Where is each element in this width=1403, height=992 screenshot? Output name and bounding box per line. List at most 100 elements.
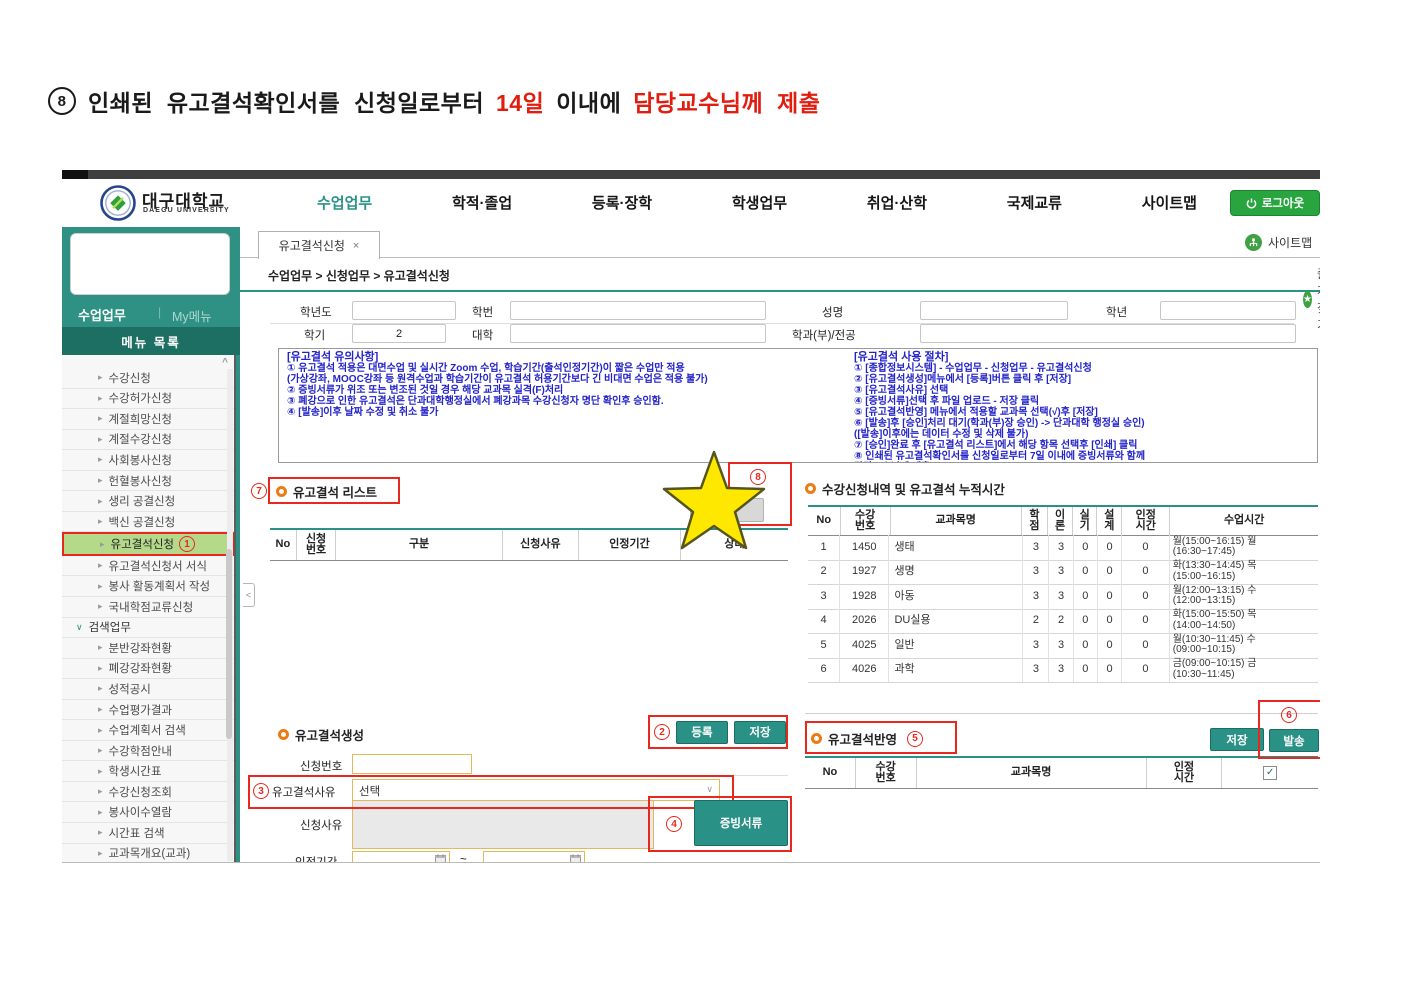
studentid-input[interactable] [510,301,766,320]
sidebar-item[interactable]: ▸ 수업계획서 검색 [62,720,234,741]
checkbox-checked[interactable]: ✓ [1263,766,1278,780]
college-input[interactable] [510,324,766,343]
reason-highlight [248,775,734,809]
create-section-title: 유고결석생성 [278,725,364,744]
name-label: 성명 [822,307,844,319]
sidebar-collapse-handle[interactable]: < [243,583,255,607]
sidebar-item[interactable]: ▸ 수강신청조회 [62,781,234,803]
chevron-down-icon: ∨ [706,784,713,794]
print-highlight: 8 [728,462,792,526]
arrow-icon: ▸ [98,601,103,612]
apply-section-title: 유고결석반영 5 [811,729,955,748]
sidebar-item[interactable]: ▸ 학생시간표 [62,761,234,782]
calendar-icon[interactable] [570,854,581,862]
column-header: 학 점 [1022,507,1049,535]
name-input[interactable] [920,301,1068,320]
sidebar-item[interactable]: ▸ 사회봉사신청 [62,450,234,471]
sidebar-item[interactable]: ▸ 봉사 활동계획서 작성 [62,576,234,598]
send-button[interactable]: 발송 [1269,729,1319,752]
sidebar-item[interactable]: ▸ 폐강강좌현황 [62,658,234,680]
attachment-button[interactable]: 증빙서류 [694,800,788,846]
favorite-button[interactable]: ★ 즐겨찾기 [1303,265,1320,333]
sidebar-item[interactable]: ▸ 헌혈봉사신청 [62,470,234,492]
request-no-input[interactable] [352,754,472,774]
logout-label: 로그아웃 [1261,198,1305,210]
bullet-icon [276,486,287,497]
grade-input[interactable] [1160,301,1296,320]
bullet-icon [278,729,289,740]
sidebar-tab-classwork[interactable]: 수업업무 [78,308,126,323]
arrow-icon: ▸ [98,662,103,673]
notice-caution: [유고결석 유의사항] ① 유고결석 적용은 대면수업 및 실시간 Zoom 수… [287,351,708,419]
sidebar-item[interactable]: ▸ 성적공시 [62,679,234,700]
sidebar-item[interactable]: ▸ 수강신청 [62,368,234,389]
sidebar-profile-card [70,233,230,295]
column-header: 인정기간 [579,530,682,560]
period-label: 인정기간 [295,857,338,863]
sidebar-item[interactable]: ▸ 봉사이수열람 [62,802,234,824]
sidebar-item[interactable]: ▸ 분반강좌현황 [62,638,234,659]
scroll-up-icon[interactable]: ^ [222,357,228,368]
sidebar-item[interactable]: ▸ 백신 공결신청 [62,511,234,533]
enroll-row: 5 4025 일반 3 3 0 0 0 월(10:30~11:45) 수(09:00~10:15… [808,633,1318,659]
column-header: No [808,507,841,535]
tab-absence-apply[interactable]: 유고결석신청 × [258,231,380,259]
register-save-highlight: 2 등록 저장 [648,715,788,749]
period-start-input[interactable] [352,851,450,862]
sidebar-item[interactable]: ▸ 교과목개요(교과) [62,843,234,862]
year-input[interactable] [352,301,456,320]
register-button[interactable]: 등록 [676,720,728,744]
main-nav: 수업업무 학적·졸업 등록·장학 학생업무 취업·산학 국제교류 사이트맵 [317,192,1197,213]
favorite-label: 즐겨찾기 [1317,265,1320,333]
column-header: No [805,758,856,788]
nav-international[interactable]: 국제교류 [1006,195,1062,212]
enroll-row: 3 1928 아동 3 3 0 0 0 월(12:00~13:15) 수(12:00~13:15… [808,584,1318,610]
circled-2-badge: 2 [654,724,670,740]
apply-title-highlight: 유고결석반영 5 [805,721,957,754]
circled-8-badge: 8 [48,87,76,115]
major-input[interactable] [920,324,1296,343]
university-logo-icon [100,185,136,224]
sidebar-item[interactable]: ▸ 생리 공결신청 [62,491,234,512]
sidebar-group-search[interactable]: ∨ 검색업무 [62,617,234,639]
arrow-icon: ▸ [98,516,103,527]
column-header: 교과목명 [917,758,1147,788]
sidebar-item[interactable]: ▸ 수강학점안내 [62,740,234,762]
sidebar-item-absence-apply[interactable]: ▸ 유고결석신청 1 [62,532,234,556]
sidebar-tab-mymenu[interactable]: My메뉴 [172,310,212,324]
period-end-input[interactable] [483,851,585,862]
form-divider [270,322,1294,324]
arrow-icon: ▸ [98,392,103,403]
sidebar-item[interactable]: ▸ 수업평가결과 [62,699,234,721]
enroll-row: 4 2026 DU실용 2 2 0 0 0 화(15:00~15:50) 목(14:00~14:… [808,608,1318,634]
sidebar-scrollbar[interactable] [226,369,233,861]
close-icon[interactable]: × [352,239,360,252]
nav-sitemap[interactable]: 사이트맵 [1141,195,1197,212]
nav-classwork[interactable]: 수업업무 [317,195,373,212]
nav-student[interactable]: 학생업무 [731,195,788,212]
sidebar-item[interactable]: ▸ 유고결석신청서 서식 [62,555,234,577]
calendar-icon[interactable] [435,854,446,862]
sidebar-item[interactable]: ▸ 수강허가신청 [62,388,234,410]
scrollbar-thumb[interactable] [226,549,232,739]
circled-1-badge: 1 [179,536,196,553]
column-header: 신청사유 [503,530,580,560]
nav-registration[interactable]: 등록·장학 [591,195,653,212]
enroll-table-topline [808,505,1318,507]
arrow-icon: ▸ [98,745,103,756]
nav-records[interactable]: 학적·졸업 [451,195,513,212]
term-input[interactable] [352,324,446,343]
arrow-icon: ▸ [98,580,103,591]
sidebar: 수업업무 | My메뉴 메뉴 목록 ^ ▸ 수강신청 ▸ 수강허가신청 ▸ 계절희망신… [62,227,240,862]
circled-4-badge: 4 [666,816,682,832]
sidebar-item[interactable]: ▸ 계절수강신청 [62,429,234,451]
detail-reason-label: 신청사유 [300,820,343,832]
sidebar-item[interactable]: ▸ 국내학점교류신청 [62,597,234,618]
save-button[interactable]: 저장 [734,720,786,744]
logout-button[interactable]: 로그아웃 [1230,190,1320,216]
apply-save-button[interactable]: 저장 [1210,728,1264,751]
sitemap-shortcut[interactable]: 사이트맵 [1245,234,1312,251]
nav-career[interactable]: 취업·산학 [866,195,928,212]
sidebar-item[interactable]: ▸ 계절희망신청 [62,409,234,430]
sidebar-item[interactable]: ▸ 시간표 검색 [62,823,234,844]
